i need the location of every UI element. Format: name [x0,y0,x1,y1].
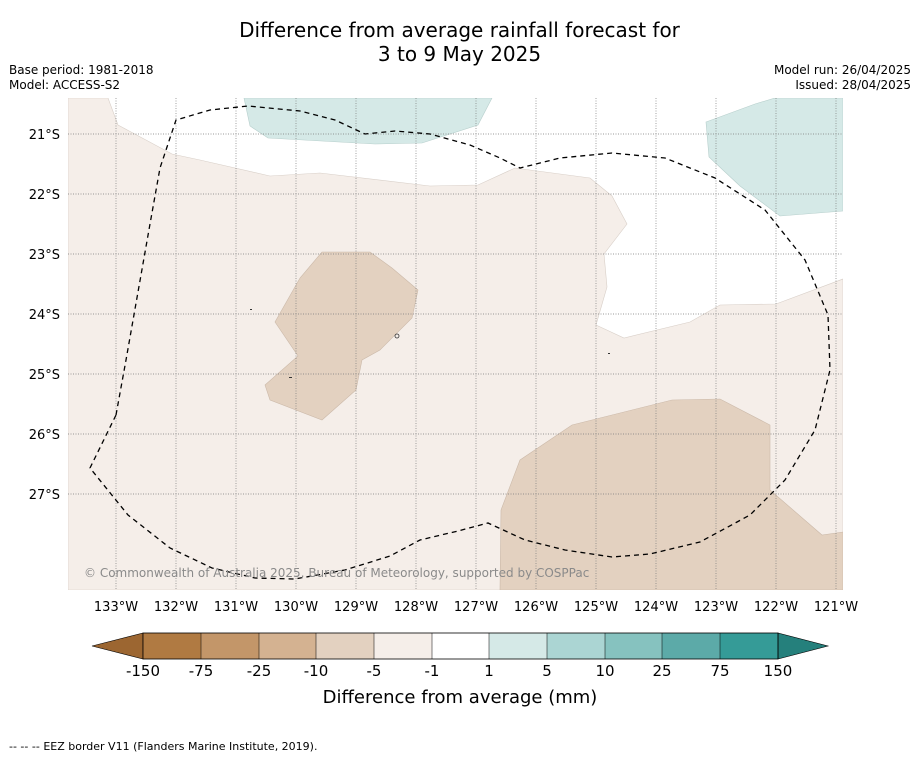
colorbar-segment [259,633,316,659]
lon-label: 129°W [334,600,378,615]
colorbar: -150 -75 -25 -10 -5 -1 1 5 10 25 75 150 … [91,632,830,708]
model-name: Model: ACCESS-S2 [9,78,121,92]
lat-label: 22°S [29,188,60,203]
eez-border [89,105,831,580]
colorbar-ticks: -150 -75 -25 -10 -5 -1 1 5 10 25 75 150 [126,662,792,680]
lon-label: 131°W [214,600,258,615]
colorbar-dividers [200,633,721,659]
colorbar-segment [143,633,201,659]
eez-source: EEZ border V11 (Flanders Marine Institut… [43,740,318,753]
map-title: Difference from average rainfall forecas… [0,18,919,66]
lat-label: 25°S [29,368,60,383]
base-period: Base period: 1981-2018 [9,63,154,77]
lon-label: 124°W [634,600,678,615]
lon-label: 128°W [394,600,438,615]
colorbar-tick-label: 10 [595,662,614,680]
rainfall-region-wet-north [243,98,493,145]
lat-label: 21°S [29,128,60,143]
rainfall-region-dry-medium-west [264,251,419,421]
island-markers [250,309,610,378]
model-run: Model run: 26/04/2025 [773,63,911,77]
colorbar-segment [547,633,605,659]
colorbar-tick-label: 25 [652,662,671,680]
colorbar-segment [489,633,547,659]
lon-label: 132°W [154,600,198,615]
longitude-labels: 133°W 132°W 131°W 130°W 129°W 128°W 127°… [94,600,858,615]
eez-dash-sample: -- -- -- [9,740,40,753]
map-area[interactable]: © Commonwealth of Australia 2025, Bureau… [68,98,843,590]
meta-left: Base period: 1981-2018 Model: ACCESS-S2 [9,63,154,93]
footer-note: -- -- -- EEZ border V11 (Flanders Marine… [9,740,317,753]
title-line-1: Difference from average rainfall forecas… [239,18,680,42]
colorbar-tick-label: 5 [542,662,552,680]
lat-label: 26°S [29,428,60,443]
colorbar-extend-high [777,632,830,660]
latitude-labels: 21°S 22°S 23°S 24°S 25°S 26°S 27°S [29,128,60,503]
graticule [68,98,843,590]
colorbar-outline [142,632,779,660]
title-line-2: 3 to 9 May 2025 [377,42,542,66]
colorbar-tick-label: -25 [247,662,272,680]
issued-date: Issued: 28/04/2025 [795,78,911,92]
colorbar-segment [662,633,720,659]
lat-label: 27°S [29,488,60,503]
colorbar-extend-low [91,632,144,660]
lon-label: 122°W [754,600,798,615]
copyright-notice: © Commonwealth of Australia 2025, Bureau… [84,566,589,580]
lon-label: 127°W [454,600,498,615]
lon-label: 123°W [694,600,738,615]
colorbar-tick-label: 150 [764,662,793,680]
colorbar-tick-label: -5 [367,662,382,680]
lon-label: 133°W [94,600,138,615]
colorbar-tick-label: -75 [189,662,214,680]
colorbar-tick-label: -10 [304,662,329,680]
lon-label: 125°W [574,600,618,615]
colorbar-tick-label: 1 [484,662,494,680]
lon-label: 121°W [814,600,858,615]
lat-label: 24°S [29,308,60,323]
colorbar-segment [605,633,662,659]
lon-label: 126°W [514,600,558,615]
colorbar-segment [316,633,374,659]
lat-label: 23°S [29,248,60,263]
colorbar-tick-label: -1 [425,662,440,680]
colorbar-label: Difference from average (mm) [323,687,598,708]
colorbar-segment [374,633,432,659]
rainfall-region-wet-northeast [705,98,843,217]
colorbar-segment [720,633,778,659]
rainfall-region-dry-medium-southeast [499,398,843,590]
colorbar-tick-label: -150 [126,662,160,680]
colorbar-segment [432,633,489,659]
colorbar-tick-label: 75 [710,662,729,680]
lon-label: 130°W [274,600,318,615]
meta-right: Model run: 26/04/2025 Issued: 28/04/2025 [774,63,911,93]
colorbar-segment [201,633,259,659]
